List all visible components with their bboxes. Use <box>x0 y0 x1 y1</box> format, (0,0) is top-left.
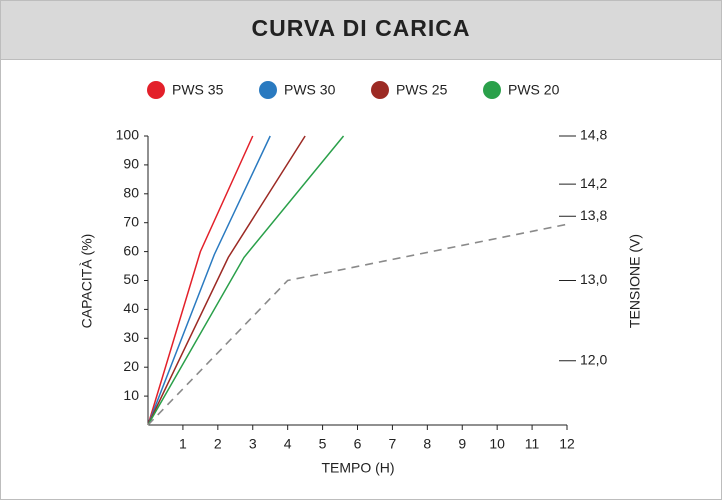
y-tick-label: 100 <box>116 127 140 143</box>
x-tick-label: 11 <box>525 436 540 452</box>
y-tick-label: 90 <box>123 156 139 172</box>
y-tick-label: 10 <box>123 387 139 403</box>
legend-marker <box>259 81 277 99</box>
y2-tick-label: 14,2 <box>580 175 607 191</box>
x-tick-label: 5 <box>319 436 327 452</box>
legend-label: PWS 35 <box>172 82 224 98</box>
y2-tick-label: 13,0 <box>580 271 607 287</box>
x-tick-label: 10 <box>489 436 505 452</box>
y-tick-label: 30 <box>123 329 139 345</box>
line <box>147 135 271 426</box>
y-tick-label: 70 <box>123 213 139 229</box>
x-tick-label: 3 <box>249 436 257 452</box>
x-tick-label: 4 <box>284 436 292 452</box>
legend-label: PWS 25 <box>396 82 448 98</box>
y2-tick-label: 14,8 <box>580 127 607 143</box>
chart-title: CURVA DI CARICA <box>251 15 470 41</box>
line <box>147 135 345 426</box>
legend-label: PWS 30 <box>284 82 336 98</box>
x-tick-label: 2 <box>214 436 222 452</box>
x-tick-label: 7 <box>389 436 397 452</box>
x-axis-label: TEMPO (H) <box>321 460 394 476</box>
legend-label: PWS 20 <box>508 82 560 98</box>
legend-marker <box>147 81 165 99</box>
legend-marker <box>483 81 501 99</box>
header <box>0 0 722 60</box>
line <box>147 135 254 426</box>
y-axis-label: CAPACITÀ (%) <box>79 234 95 329</box>
y2-axis-label: TENSIONE (V) <box>627 234 643 328</box>
y2-tick-label: 12,0 <box>580 351 607 367</box>
legend-marker <box>371 81 389 99</box>
x-tick-label: 8 <box>423 436 431 452</box>
x-tick-label: 6 <box>354 436 362 452</box>
y-tick-label: 60 <box>123 242 139 258</box>
x-tick-label: 12 <box>559 436 575 452</box>
y-tick-label: 80 <box>123 185 139 201</box>
x-tick-label: 9 <box>458 436 466 452</box>
x-tick-label: 1 <box>179 436 187 452</box>
dashed-line <box>147 223 568 426</box>
y-tick-label: 20 <box>123 358 139 374</box>
line <box>147 135 306 426</box>
y2-tick-label: 13,8 <box>580 207 607 223</box>
y-tick-label: 40 <box>123 300 139 316</box>
y-tick-label: 50 <box>123 271 139 287</box>
